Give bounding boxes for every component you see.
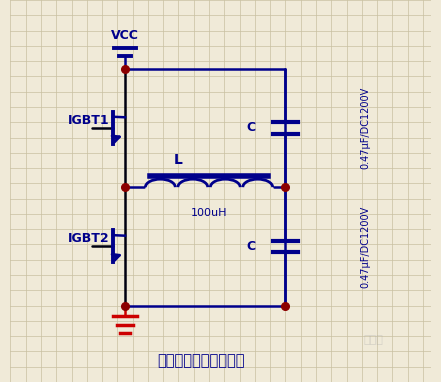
Text: VCC: VCC <box>111 29 139 42</box>
Text: L: L <box>174 153 183 167</box>
Text: IGBT1: IGBT1 <box>68 114 109 127</box>
Text: 明月长: 明月长 <box>363 335 383 345</box>
Text: 0.47μF/DC1200V: 0.47μF/DC1200V <box>361 205 370 288</box>
Text: 0.47μF/DC1200V: 0.47μF/DC1200V <box>361 87 370 169</box>
Text: C: C <box>247 121 256 134</box>
Text: 电磁炉半桥主电路结构: 电磁炉半桥主电路结构 <box>157 353 245 369</box>
Text: IGBT2: IGBT2 <box>68 232 109 245</box>
Text: C: C <box>247 240 256 253</box>
Text: 100uH: 100uH <box>191 208 227 218</box>
